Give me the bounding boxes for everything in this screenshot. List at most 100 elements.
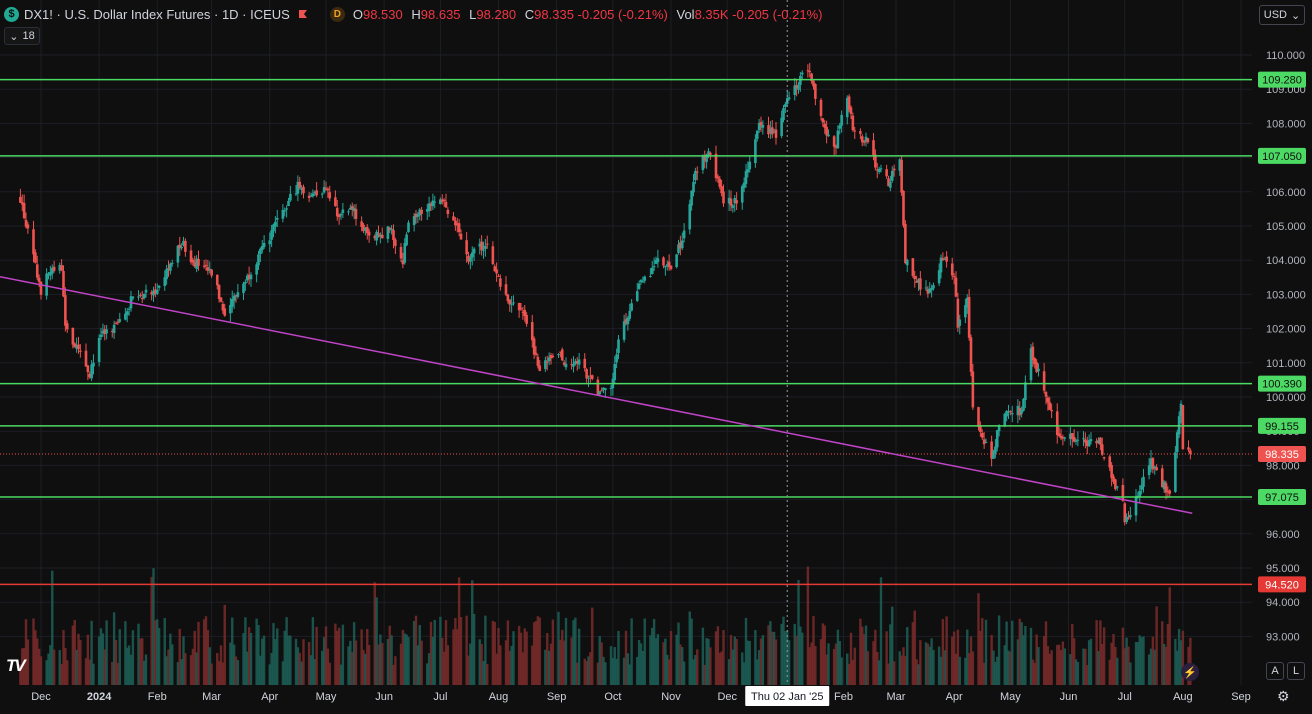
volume-bar <box>849 632 853 685</box>
candle-body <box>1044 392 1048 397</box>
log-scale-button[interactable]: L <box>1287 662 1305 680</box>
volume-bar <box>92 663 95 685</box>
candle-body <box>1123 503 1127 523</box>
volume-bar <box>1082 648 1085 685</box>
volume-bar <box>900 655 903 685</box>
currency-button[interactable]: USD ⌄ <box>1259 5 1305 25</box>
volume-bar <box>1063 648 1066 685</box>
candle-body <box>202 265 206 267</box>
candle-body <box>1005 410 1008 417</box>
volume-bar <box>1138 635 1141 685</box>
flag-icon[interactable] <box>298 9 308 19</box>
candle-body <box>47 273 50 276</box>
candle-body <box>139 294 142 296</box>
candle-body <box>215 274 219 286</box>
candle-body <box>142 293 146 299</box>
volume-bar <box>472 613 476 685</box>
candle-body <box>1125 516 1128 522</box>
candle-body <box>124 313 127 320</box>
tradingview-logo[interactable]: TV <box>6 656 26 675</box>
volume-bar <box>1005 621 1008 685</box>
volume-bar <box>536 616 540 685</box>
volume-bar <box>570 637 573 685</box>
volume-bar <box>806 566 810 685</box>
volume-bar <box>952 631 956 685</box>
candle-body <box>720 186 723 194</box>
volume-bar <box>967 653 971 685</box>
price-tick-label: 110.000 <box>1266 50 1305 62</box>
volume-bar <box>864 625 868 685</box>
volume-bar <box>116 662 120 685</box>
volume-bar <box>21 648 24 685</box>
volume-bar <box>467 655 470 685</box>
candle-body <box>669 265 673 270</box>
volume-bar <box>180 659 183 685</box>
volume-bar <box>748 640 751 685</box>
candle-body <box>519 308 523 310</box>
volume-bar <box>512 631 515 685</box>
volume-bar <box>88 659 91 685</box>
volume-bar <box>727 659 731 685</box>
candle-body <box>682 230 686 239</box>
volume-bar <box>504 640 508 685</box>
volume-bar <box>801 632 804 685</box>
candle-body <box>399 246 403 259</box>
candle-body <box>926 289 930 294</box>
volume-bar <box>1099 620 1102 685</box>
volume-bar <box>1076 661 1080 685</box>
volume-bar <box>546 633 549 685</box>
candle-body <box>521 311 525 313</box>
candle-body <box>635 291 639 301</box>
volume-bar <box>1048 653 1051 685</box>
volume-bar <box>1029 627 1033 685</box>
candle-body <box>236 292 240 297</box>
volume-bar <box>313 659 316 685</box>
volume-bar <box>52 649 56 685</box>
candle-body <box>1009 410 1012 413</box>
volume-bar <box>231 617 234 685</box>
candle-body <box>105 329 108 334</box>
candle-body <box>354 209 358 219</box>
level-price-label: 94.520 <box>1265 579 1299 591</box>
volume-bar <box>990 634 993 685</box>
candle-body <box>234 295 238 297</box>
indicators-toggle[interactable]: ⌄ 18 <box>4 27 40 45</box>
volume-bar <box>853 647 856 685</box>
candle-body <box>189 250 193 263</box>
volume-bar <box>549 643 553 685</box>
gear-icon[interactable]: ⚙ <box>1277 688 1290 704</box>
auto-scale-button[interactable]: A <box>1266 662 1284 680</box>
volume-bar <box>945 616 948 685</box>
candle-body <box>49 272 52 276</box>
candle-body <box>431 200 435 207</box>
volume-bar <box>810 642 813 685</box>
volume-bar <box>1016 639 1020 685</box>
candle-body <box>821 118 825 123</box>
volume-bar <box>217 661 221 685</box>
volume-bar <box>195 652 198 685</box>
candle-body <box>716 176 720 179</box>
volume-bar <box>1031 659 1035 685</box>
candle-body <box>19 196 22 203</box>
candle-body <box>20 202 24 205</box>
volume-bar <box>733 636 736 685</box>
volume-bar <box>636 656 639 685</box>
volume-bar <box>517 625 521 685</box>
symbol-title[interactable]: DX1! · U.S. Dollar Index Futures · 1D · … <box>24 6 290 22</box>
volume-bar <box>1011 620 1014 685</box>
candle-body <box>1179 403 1183 417</box>
candle-body <box>1007 411 1010 413</box>
volume-bar <box>399 643 403 685</box>
candle-body <box>577 359 581 365</box>
lightning-icon[interactable]: ⚡ <box>1181 663 1199 681</box>
candle-body <box>440 199 444 202</box>
volume-bar <box>742 662 746 685</box>
volume-bar <box>337 627 341 685</box>
candle-body <box>337 214 341 218</box>
ohlc-close-label: C <box>524 6 535 22</box>
symbol-legend[interactable]: $ DX1! · U.S. Dollar Index Futures · 1D … <box>4 5 822 23</box>
candle-body <box>827 134 830 137</box>
volume-bar <box>604 662 607 685</box>
